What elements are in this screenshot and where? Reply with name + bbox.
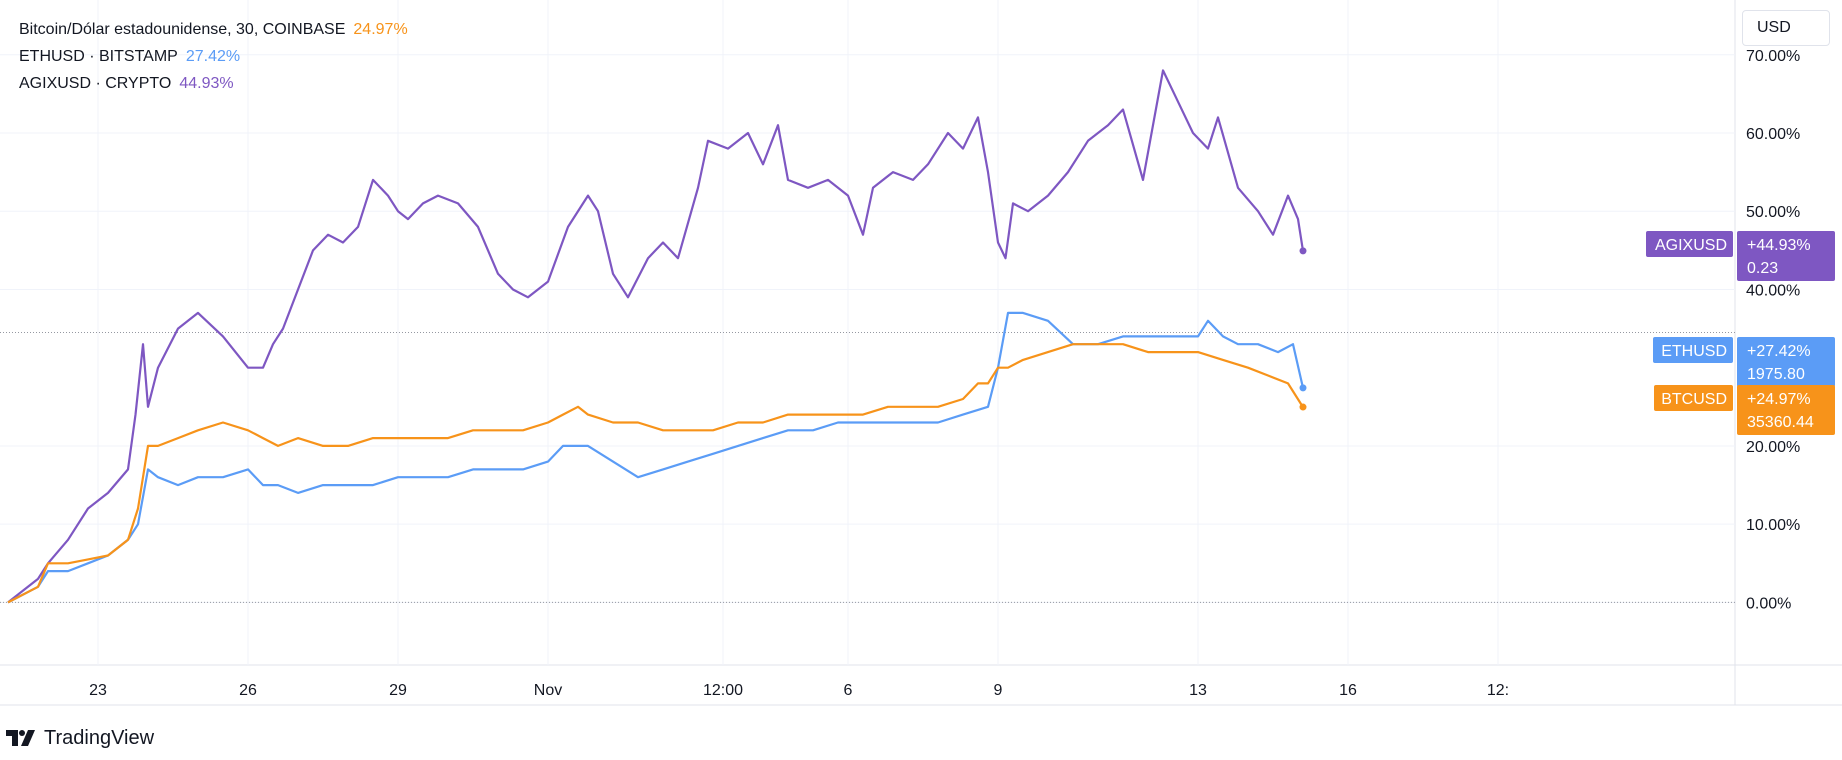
badge-pct: +27.42% (1747, 343, 1811, 360)
legend-item-btc[interactable]: Bitcoin/Dólar estadounidense, 30, COINBA… (19, 16, 408, 43)
x-tick-label: 23 (89, 682, 107, 699)
legend-name: AGIXUSD · CRYPTO (19, 75, 172, 92)
price-badge-ethusd[interactable]: ETHUSD +27.42% 1975.80 (1653, 337, 1835, 387)
series-line-agixusd[interactable] (7, 69, 1305, 604)
plot-background (0, 0, 1735, 705)
series-last-point-ethusd (1299, 384, 1307, 392)
y-tick-label: 20.00% (1746, 439, 1800, 456)
badge-name-bg (1654, 385, 1733, 411)
legend-name: ETHUSD · BITSTAMP (19, 48, 178, 65)
legend-pct: 24.97% (353, 21, 408, 38)
badge-name-bg (1653, 337, 1733, 363)
series-line-ethusd[interactable] (7, 311, 1305, 604)
badge-price: 35360.44 (1747, 414, 1814, 431)
currency-unit-button[interactable]: USD (1742, 10, 1830, 46)
x-tick-label: 12: (1487, 682, 1509, 699)
badge-name: ETHUSD (1661, 343, 1727, 360)
tradingview-logo-icon (6, 730, 35, 746)
price-badge-btcusd[interactable]: BTCUSD +24.97% 35360.44 (1654, 385, 1835, 435)
badge-name: AGIXUSD (1655, 237, 1727, 254)
x-tick-label: 16 (1339, 682, 1357, 699)
x-tick-label: 6 (844, 682, 853, 699)
x-tick-label: 26 (239, 682, 257, 699)
badge-value-bg (1737, 231, 1835, 281)
legend-pct: 44.93% (179, 75, 234, 92)
badge-pct: +24.97% (1747, 391, 1811, 408)
badge-name-bg (1646, 231, 1733, 257)
legend-item-agix[interactable]: AGIXUSD · CRYPTO 44.93% (19, 70, 408, 97)
y-tick-label: 10.00% (1746, 517, 1800, 534)
tradingview-logo[interactable]: TradingView (6, 726, 154, 750)
badge-price: 1975.80 (1747, 366, 1805, 383)
series-line-btcusd[interactable] (7, 343, 1304, 604)
price-badge-agixusd[interactable]: AGIXUSD +44.93% 0.23 (1646, 231, 1835, 281)
badge-pct: +44.93% (1747, 237, 1811, 254)
brand-name: TradingView (44, 726, 155, 749)
legend-name: Bitcoin/Dólar estadounidense, 30, COINBA… (19, 21, 346, 38)
x-tick-label: 9 (994, 682, 1003, 699)
x-tick-label: 29 (389, 682, 407, 699)
y-tick-label: 0.00% (1746, 595, 1791, 612)
badge-price: 0.23 (1747, 260, 1778, 277)
x-tick-label: 13 (1189, 682, 1207, 699)
badge-value-bg (1737, 385, 1835, 435)
y-tick-label: 60.00% (1746, 126, 1800, 143)
legend-pct: 27.42% (185, 48, 241, 65)
y-tick-label: 40.00% (1746, 282, 1800, 299)
badge-name: BTCUSD (1661, 391, 1727, 408)
legend-item-eth[interactable]: ETHUSD · BITSTAMP 27.42% (19, 43, 408, 70)
y-tick-label: 70.00% (1746, 48, 1800, 65)
x-tick-label: 12:00 (703, 682, 743, 699)
legend: Bitcoin/Dólar estadounidense, 30, COINBA… (19, 16, 408, 97)
series-last-point-agixusd (1299, 247, 1307, 255)
x-tick-label: Nov (534, 682, 562, 699)
y-tick-label: 50.00% (1746, 204, 1800, 221)
series-last-point-btcusd (1299, 403, 1307, 411)
badge-value-bg (1737, 337, 1835, 387)
